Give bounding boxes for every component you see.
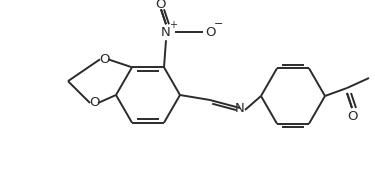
- Text: −: −: [214, 19, 223, 29]
- Text: N: N: [161, 26, 171, 39]
- Text: N: N: [235, 101, 245, 115]
- Text: O: O: [99, 53, 109, 66]
- Text: O: O: [347, 109, 357, 122]
- Text: O: O: [89, 97, 99, 109]
- Text: +: +: [169, 20, 177, 30]
- Text: O: O: [206, 26, 216, 39]
- Text: O: O: [156, 0, 166, 11]
